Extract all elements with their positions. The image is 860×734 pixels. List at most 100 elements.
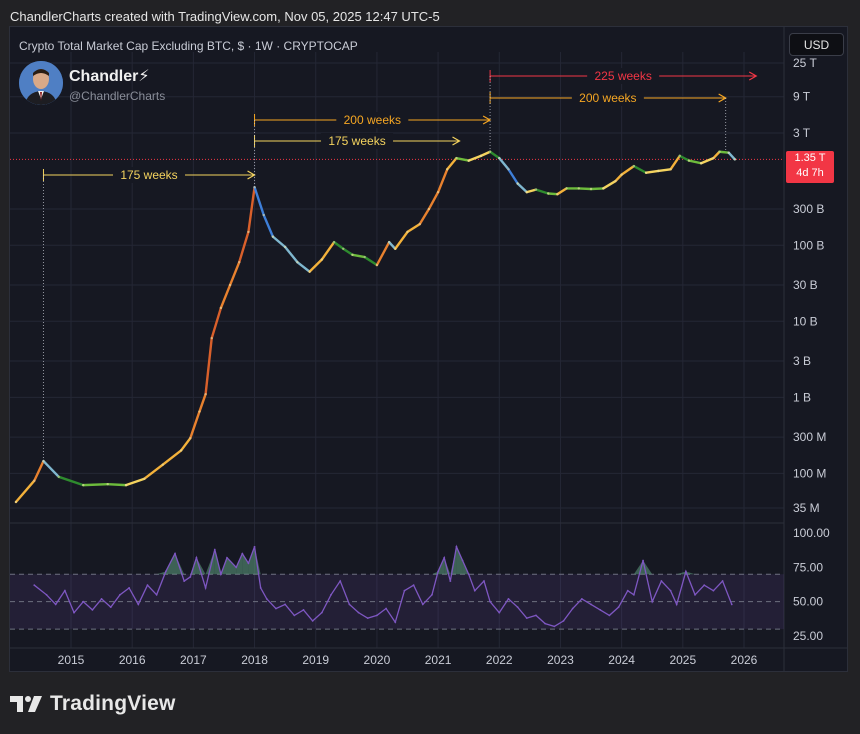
rsi-point (226, 556, 228, 559)
price-point (507, 168, 510, 171)
price-point (363, 255, 366, 259)
avatar[interactable] (19, 61, 63, 105)
chart-title: Crypto Total Market Cap Excluding BTC, $… (19, 39, 358, 53)
price-segment (228, 260, 241, 287)
rsi-tick-label: 100.00 (793, 526, 830, 540)
rsi-point (412, 584, 415, 587)
price-point (308, 270, 311, 273)
price-point (342, 247, 345, 250)
rsi-point (703, 584, 706, 587)
rsi-overbought-fill (227, 557, 237, 575)
currency-button[interactable]: USD (789, 33, 844, 56)
rsi-point (437, 570, 439, 573)
author-handle[interactable]: @ChandlerCharts (69, 89, 166, 103)
annotation-label: 175 weeks (328, 134, 385, 148)
price-point (733, 158, 737, 161)
rsi-point (626, 589, 629, 592)
price-segment (614, 173, 623, 183)
chart-header: ChandlerCharts created with TradingView.… (10, 9, 440, 24)
rsi-tick-label: 50.00 (793, 595, 823, 609)
tradingview-logo[interactable]: TradingView (10, 692, 176, 716)
price-segment (534, 188, 550, 195)
price-point (42, 459, 45, 463)
price-point (418, 222, 421, 226)
price-point (467, 159, 470, 162)
price-segment (602, 179, 617, 190)
x-tick-label: 2020 (364, 653, 391, 667)
price-point (436, 190, 440, 194)
price-segment (516, 182, 529, 194)
price-segment (283, 245, 299, 264)
rsi-overbought-fill (205, 549, 215, 575)
annotation-label: 225 weeks (594, 69, 651, 83)
x-tick-label: 2021 (425, 653, 452, 667)
price-segment (498, 156, 510, 171)
price-point (718, 150, 721, 153)
price-point (644, 171, 648, 174)
rsi-indicator (10, 544, 784, 630)
x-tick-label: 2025 (669, 653, 696, 667)
price-point (488, 150, 492, 153)
rsi-point (259, 587, 262, 589)
y-tick-label: 3 B (793, 354, 811, 368)
price-point (33, 479, 36, 482)
rsi-point (455, 545, 458, 548)
rsi-point (128, 587, 131, 589)
price-point (262, 213, 265, 217)
price-point (82, 483, 85, 487)
rsi-point (330, 593, 332, 596)
rsi-point (660, 580, 663, 582)
week-annotation: 225 weeks (489, 68, 758, 84)
price-point (387, 240, 391, 244)
author-name[interactable]: Chandler⚡ (69, 68, 150, 85)
price-segment (455, 156, 470, 162)
price-point (14, 500, 18, 504)
price-point (375, 263, 379, 267)
rsi-point (608, 614, 611, 617)
price-tag-countdown: 4d 7h (796, 167, 824, 179)
week-annotation: 200 weeks (254, 112, 492, 128)
rsi-point (119, 593, 121, 596)
y-tick-label: 300 M (793, 430, 826, 444)
price-segment (332, 240, 345, 250)
price-point (687, 159, 691, 162)
price-point (455, 156, 458, 160)
x-tick-label: 2026 (731, 653, 758, 667)
rsi-point (366, 617, 369, 620)
rsi-point (73, 611, 75, 614)
price-segment (427, 190, 440, 211)
price-point (534, 188, 538, 191)
price-segment (210, 306, 223, 340)
price-segment (198, 392, 207, 413)
price-point (204, 392, 207, 396)
rsi-overbought-fill (248, 546, 255, 575)
current-price-tag: 1.35 T 4d 7h (786, 151, 834, 183)
price-point (712, 156, 715, 160)
price-segment (467, 154, 483, 162)
price-point (669, 168, 672, 171)
chart-panel[interactable] (9, 26, 848, 672)
x-tick-label: 2019 (302, 653, 329, 667)
annotation-label-bg (571, 90, 644, 106)
price-segment (204, 336, 213, 396)
price-segment (556, 187, 568, 196)
rsi-point (544, 622, 547, 625)
rsi-point (91, 609, 94, 611)
rsi-point (155, 593, 158, 596)
price-segment (699, 156, 715, 165)
rsi-overbought-fill (456, 546, 463, 575)
annotation-label-bg (336, 112, 409, 128)
price-segment (351, 253, 366, 259)
rsi-point (516, 606, 519, 609)
price-point (446, 168, 449, 171)
annotation-label: 175 weeks (120, 168, 177, 182)
y-tick-label: 9 T (793, 90, 811, 104)
rsi-point (339, 580, 342, 582)
price-segment (106, 482, 128, 487)
price-point (727, 151, 730, 154)
price-segment (143, 463, 164, 480)
rsi-overbought-fill (242, 553, 249, 575)
rsi-point (385, 607, 387, 610)
rsi-point (590, 603, 592, 606)
